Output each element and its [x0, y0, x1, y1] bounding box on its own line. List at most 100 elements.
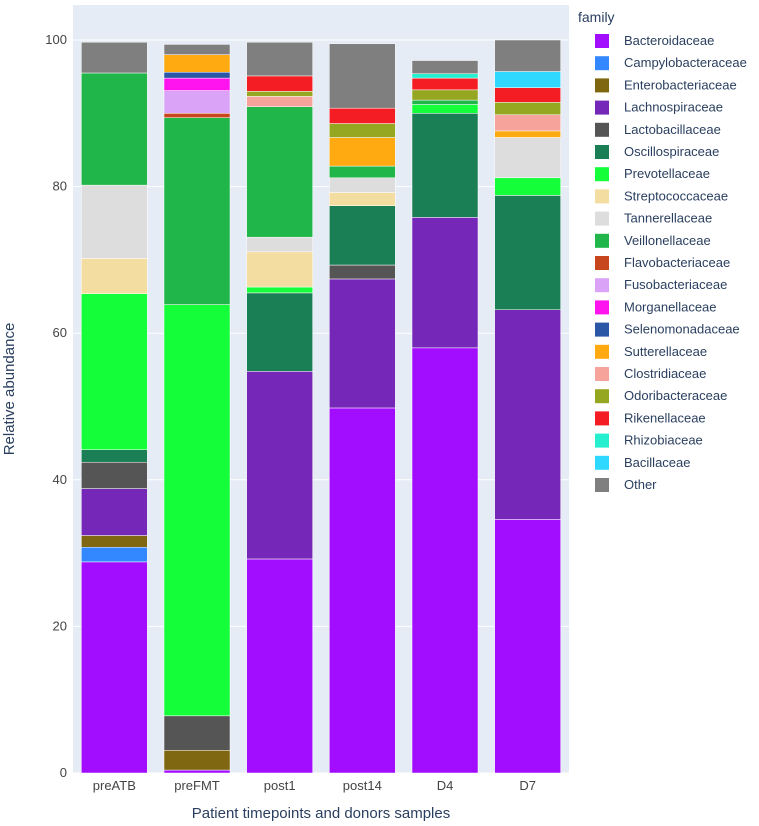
- legend-item-campylobacteraceae[interactable]: Campylobacteraceae: [595, 55, 747, 71]
- bar-segment-fusobacteriaceae[interactable]: [163, 90, 231, 114]
- bar-segment-lactobacillaceae[interactable]: [81, 461, 148, 489]
- bar-segment-oscillospiraceae[interactable]: [329, 205, 396, 266]
- bar-segment-prevotellaceae[interactable]: [163, 304, 231, 717]
- legend-item-other[interactable]: Other: [595, 477, 657, 492]
- bar-segment-bacteroidaceae[interactable]: [246, 558, 313, 774]
- legend-item-morganellaceae[interactable]: Morganellaceae: [595, 299, 717, 315]
- bar-segment-bacteroidaceae[interactable]: [411, 347, 479, 774]
- legend-label: Campylobacteraceae: [624, 55, 747, 70]
- bar-segment-oscillospiraceae[interactable]: [246, 292, 313, 372]
- bar-segment-other[interactable]: [81, 41, 148, 74]
- bar-segment-rikenellaceae[interactable]: [494, 87, 561, 103]
- bar-segment-streptococcaceae[interactable]: [246, 251, 313, 288]
- bar-segment-tannerellaceae[interactable]: [246, 236, 313, 253]
- bar-segment-selenomonadaceae[interactable]: [163, 72, 231, 79]
- legend-item-flavobacteriaceae[interactable]: Flavobacteriaceae: [595, 255, 730, 270]
- legend-item-fusobacteriaceae[interactable]: Fusobacteriaceae: [595, 277, 727, 293]
- bar-segment-veillonellaceae[interactable]: [81, 72, 148, 186]
- bar-segment-odoribacteraceae[interactable]: [246, 91, 313, 97]
- bar-stack-D4[interactable]: [411, 60, 479, 774]
- bar-segment-lachnospiraceae[interactable]: [411, 217, 479, 349]
- bar-segment-prevotellaceae[interactable]: [81, 293, 148, 450]
- bar-segment-bacillaceae[interactable]: [494, 71, 561, 88]
- legend-item-selenomonadaceae[interactable]: Selenomonadaceae: [595, 322, 740, 337]
- legend-swatch: [595, 322, 609, 337]
- bar-segment-sutterellaceae[interactable]: [329, 137, 396, 167]
- bar-segment-rhizobiaceae[interactable]: [411, 73, 479, 79]
- bar-segment-prevotellaceae[interactable]: [494, 177, 561, 196]
- bar-segment-bacteroidaceae[interactable]: [329, 407, 396, 774]
- bar-segment-tannerellaceae[interactable]: [329, 177, 396, 193]
- legend-item-lachnospiraceae[interactable]: Lachnospiraceae: [595, 100, 723, 115]
- bar-segment-prevotellaceae[interactable]: [246, 286, 313, 294]
- legend-item-rhizobiaceae[interactable]: Rhizobiaceae: [595, 433, 703, 448]
- legend-label: Streptococcaceae: [624, 188, 728, 203]
- bar-segment-odoribacteraceae[interactable]: [494, 102, 561, 116]
- bar-segment-bacteroidaceae[interactable]: [163, 769, 231, 774]
- legend-item-lactobacillaceae[interactable]: Lactobacillaceae: [595, 122, 721, 137]
- bar-segment-odoribacteraceae[interactable]: [329, 123, 396, 138]
- legend-item-odoribacteraceae[interactable]: Odoribacteraceae: [595, 388, 727, 404]
- bar-segment-prevotellaceae[interactable]: [411, 104, 479, 114]
- bar-segment-tannerellaceae[interactable]: [494, 137, 561, 179]
- bar-segment-rikenellaceae[interactable]: [411, 77, 479, 91]
- legend-item-bacillaceae[interactable]: Bacillaceae: [595, 455, 691, 470]
- bar-segment-other[interactable]: [411, 60, 479, 74]
- bar-segment-other[interactable]: [246, 41, 313, 77]
- bar-stack-post1[interactable]: [246, 41, 313, 774]
- legend-item-enterobacteriaceae[interactable]: Enterobacteriaceae: [595, 77, 737, 93]
- legend-item-veillonellaceae[interactable]: Veillonellaceae: [595, 233, 711, 248]
- bar-segment-sutterellaceae[interactable]: [163, 54, 231, 73]
- legend-item-prevotellaceae[interactable]: Prevotellaceae: [595, 166, 710, 182]
- bar-segment-odoribacteraceae[interactable]: [411, 89, 479, 101]
- bar-segment-lactobacillaceae[interactable]: [163, 715, 231, 751]
- bar-segment-lachnospiraceae[interactable]: [246, 371, 313, 560]
- legend[interactable]: Bacteroidaceae Campylobacteraceae Enteroba…: [595, 33, 747, 492]
- bar-stack-post14[interactable]: [329, 43, 396, 774]
- legend-swatch: [595, 56, 609, 71]
- bar-segment-streptococcaceae[interactable]: [329, 192, 396, 206]
- bar-segment-clostridiaceae[interactable]: [494, 114, 561, 132]
- bar-segment-morganellaceae[interactable]: [163, 77, 231, 91]
- bar-stack-D7[interactable]: [494, 39, 561, 774]
- bar-segment-sutterellaceae[interactable]: [494, 130, 561, 138]
- bar-stack-preATB[interactable]: [81, 41, 148, 774]
- bar-segment-lachnospiraceae[interactable]: [494, 309, 561, 520]
- legend-swatch: [595, 145, 609, 159]
- bar-segment-oscillospiraceae[interactable]: [411, 113, 479, 218]
- bar-segment-bacteroidaceae[interactable]: [81, 561, 148, 774]
- legend-label: Tannerellaceae: [624, 211, 712, 226]
- legend-label: Lactobacillaceae: [624, 122, 721, 137]
- bar-segment-lachnospiraceae[interactable]: [81, 488, 148, 536]
- bar-segment-oscillospiraceae[interactable]: [81, 449, 148, 463]
- bar-segment-campylobacteraceae[interactable]: [81, 546, 148, 563]
- bar-segment-clostridiaceae[interactable]: [246, 96, 313, 107]
- legend-item-streptococcaceae[interactable]: Streptococcaceae: [595, 188, 728, 204]
- bar-segment-tannerellaceae[interactable]: [81, 184, 148, 259]
- bar-stack-preFMT[interactable]: [163, 44, 231, 774]
- legend-item-sutterellaceae[interactable]: Sutterellaceae: [595, 344, 707, 359]
- bar-segment-lachnospiraceae[interactable]: [329, 278, 396, 409]
- bar-segment-flavobacteriaceae[interactable]: [163, 113, 231, 118]
- bar-segment-bacteroidaceae[interactable]: [494, 519, 561, 774]
- bar-segment-rikenellaceae[interactable]: [329, 107, 396, 124]
- bar-segment-enterobacteriaceae[interactable]: [81, 535, 148, 548]
- bar-segment-other[interactable]: [494, 39, 561, 72]
- bar-segment-veillonellaceae[interactable]: [246, 106, 313, 238]
- bar-segment-veillonellaceae[interactable]: [163, 117, 231, 305]
- legend-item-tannerellaceae[interactable]: Tannerellaceae: [595, 211, 712, 226]
- legend-item-oscillospiraceae[interactable]: Oscillospiraceae: [595, 144, 719, 159]
- bar-segment-other[interactable]: [163, 44, 231, 55]
- bar-segment-veillonellaceae[interactable]: [329, 165, 396, 179]
- legend-swatch: [595, 211, 609, 226]
- legend-item-bacteroidaceae[interactable]: Bacteroidaceae: [595, 33, 714, 48]
- bar-segment-enterobacteriaceae[interactable]: [163, 750, 231, 771]
- bar-segment-oscillospiraceae[interactable]: [494, 195, 561, 310]
- bar-segment-rikenellaceae[interactable]: [246, 75, 313, 92]
- bar-segment-veillonellaceae[interactable]: [411, 99, 479, 105]
- legend-item-rikenellaceae[interactable]: Rikenellaceae: [595, 410, 706, 426]
- bar-segment-streptococcaceae[interactable]: [81, 258, 148, 294]
- bar-segment-other[interactable]: [329, 43, 396, 109]
- bar-segment-lactobacillaceae[interactable]: [329, 264, 396, 280]
- legend-item-clostridiaceae[interactable]: Clostridiaceae: [595, 366, 706, 381]
